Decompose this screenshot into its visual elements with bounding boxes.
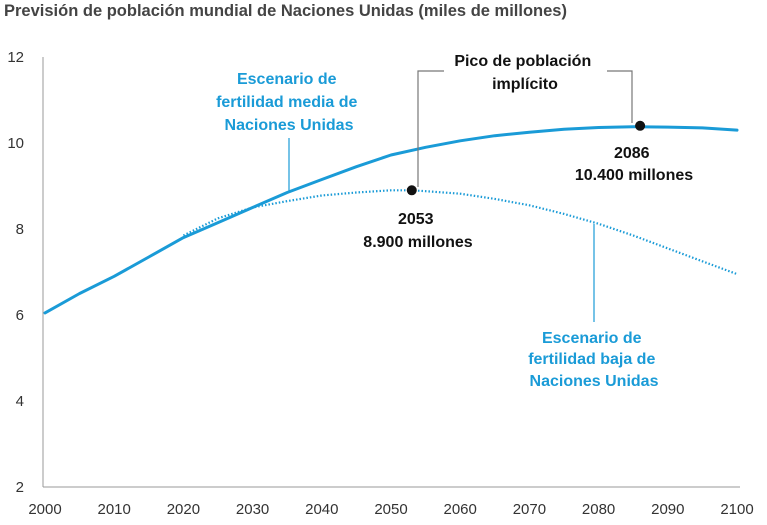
peak-label: Pico de población implícito bbox=[454, 53, 595, 93]
medium-label-line-2: fertilidad media de bbox=[216, 94, 357, 111]
peak-2086-label: 2086 10.400 millones bbox=[575, 145, 693, 184]
peak-bracket-right bbox=[607, 70, 633, 123]
series-line-medium-fertility bbox=[43, 125, 739, 315]
x-tick-label: 2090 bbox=[651, 501, 684, 518]
peak-2053-label: 2053 8.900 millones bbox=[363, 211, 472, 251]
y-tick-label: 6 bbox=[16, 307, 24, 324]
x-tick-label: 2100 bbox=[720, 501, 753, 518]
x-tick-label: 2080 bbox=[582, 501, 615, 518]
low-series-label: Escenario de fertilidad baja de Naciones… bbox=[528, 330, 660, 390]
peak-marker-2053 bbox=[406, 185, 417, 196]
y-tick-label: 8 bbox=[16, 221, 24, 238]
x-tick-label: 2000 bbox=[28, 501, 61, 518]
medium-label-line-3: Naciones Unidas bbox=[225, 117, 354, 134]
y-tick-label: 10 bbox=[7, 135, 24, 152]
medium-series-label: Escenario de fertilidad media de Nacione… bbox=[216, 71, 362, 134]
x-tick-label: 2030 bbox=[236, 501, 269, 518]
medium-label-line-1: Escenario de bbox=[237, 71, 337, 88]
peak-marker-2086 bbox=[635, 120, 646, 131]
low-label-line-3: Naciones Unidas bbox=[530, 373, 659, 390]
peak-2086-value: 10.400 millones bbox=[575, 167, 693, 184]
x-tick-label: 2020 bbox=[167, 501, 200, 518]
x-tick-label: 2050 bbox=[374, 501, 407, 518]
series-line-low-fertility bbox=[182, 189, 738, 276]
x-tick-label: 2040 bbox=[305, 501, 338, 518]
low-label-line-2: fertilidad baja de bbox=[528, 351, 655, 368]
y-tick-label: 2 bbox=[16, 479, 24, 496]
chart-title: Previsión de población mundial de Nacion… bbox=[4, 2, 567, 20]
y-tick-label: 12 bbox=[7, 49, 24, 66]
peak-2086-year: 2086 bbox=[614, 145, 650, 162]
peak-bracket bbox=[417, 70, 444, 187]
peak-2053-value: 8.900 millones bbox=[363, 234, 472, 251]
x-tick-label: 2060 bbox=[444, 501, 477, 518]
y-tick-label: 4 bbox=[16, 393, 24, 410]
peak-label-line-2: implícito bbox=[492, 76, 558, 93]
low-label-line-1: Escenario de bbox=[542, 330, 642, 347]
series-layer bbox=[43, 125, 739, 315]
x-tick-label: 2010 bbox=[98, 501, 131, 518]
peak-label-line-1: Pico de población bbox=[454, 53, 591, 70]
x-axis-tick-labels: 2000 2010 2020 2030 2040 2050 2060 2070 2080 2090… bbox=[28, 501, 753, 518]
y-axis-tick-labels: 2 4 6 8 10 12 bbox=[7, 49, 24, 496]
x-tick-label: 2070 bbox=[513, 501, 546, 518]
peak-2053-year: 2053 bbox=[398, 211, 434, 228]
